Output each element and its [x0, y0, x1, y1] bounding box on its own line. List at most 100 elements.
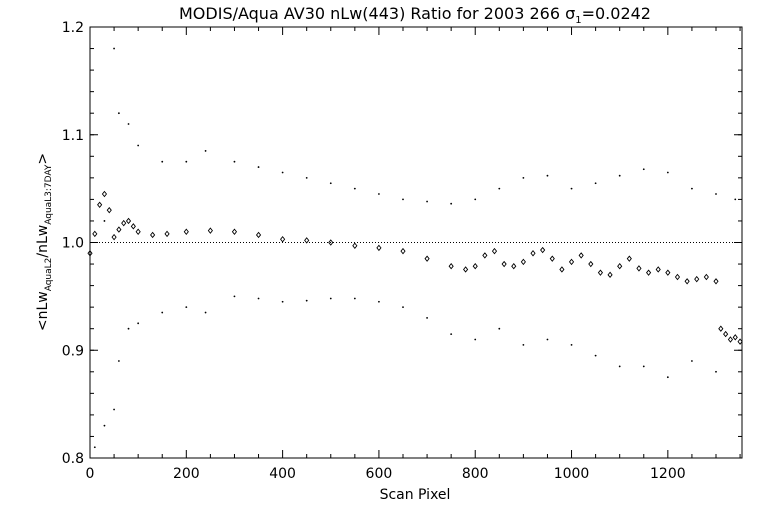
data-point [607, 271, 613, 279]
data-point [280, 236, 286, 243]
data-point [578, 252, 584, 259]
data-point [125, 217, 132, 225]
data-point [642, 168, 645, 171]
x-tick-label: 400 [269, 466, 296, 482]
data-point [113, 47, 115, 50]
data-point [594, 354, 597, 357]
data-point [498, 327, 501, 330]
data-point [588, 260, 594, 268]
x-tick-label: 1200 [650, 466, 686, 482]
data-point [93, 446, 96, 449]
data-point [448, 262, 454, 270]
data-point [101, 190, 108, 198]
data-point [111, 233, 117, 241]
data-point [530, 250, 536, 257]
data-point [666, 171, 669, 174]
data-point [718, 325, 724, 332]
data-point [92, 230, 98, 238]
x-tick-label: 1000 [554, 466, 590, 482]
data-point [426, 317, 428, 319]
series-mean-ratio [87, 190, 743, 345]
data-point [540, 246, 546, 254]
data-point [121, 219, 127, 227]
y-tick-label: 1.2 [62, 20, 84, 36]
data-point [559, 266, 565, 273]
data-point [352, 242, 358, 249]
y-tick-label: 0.9 [62, 343, 84, 359]
data-point [185, 160, 188, 163]
data-point [257, 166, 260, 168]
data-point [255, 231, 262, 239]
data-point [642, 365, 645, 368]
data-point [161, 311, 164, 314]
data-point [231, 228, 238, 235]
data-point [127, 123, 130, 125]
data-point [328, 239, 334, 246]
data-point [304, 237, 310, 244]
y-tick-label: 0.8 [62, 451, 84, 467]
data-point [498, 187, 501, 190]
data-point [570, 187, 573, 190]
data-point [424, 255, 430, 262]
data-point [691, 360, 693, 362]
data-point [135, 228, 141, 235]
data-point [723, 330, 729, 338]
data-point [402, 306, 404, 309]
data-point [103, 424, 106, 427]
data-point [684, 278, 690, 285]
data-point [150, 231, 156, 239]
data-point [400, 247, 406, 255]
data-point [737, 338, 743, 345]
data-point [482, 252, 488, 259]
data-point [570, 343, 573, 346]
data-point [501, 260, 507, 268]
data-point [715, 370, 717, 373]
data-series [87, 47, 743, 449]
data-point [305, 299, 308, 302]
data-point [97, 201, 103, 209]
x-axis-ticks: 0 200 400 600 800 1000 1200 [86, 27, 741, 482]
data-point [353, 297, 356, 300]
y-tick-label: 1.0 [62, 236, 84, 252]
y-axis-label: <nLwAquaL2/nLwAquaL3:7DAY> [35, 153, 54, 331]
data-point [713, 278, 719, 285]
x-tick-label: 0 [86, 466, 95, 482]
x-tick-label: 800 [462, 466, 489, 482]
data-point [546, 174, 549, 177]
data-point [137, 144, 140, 147]
data-point [376, 244, 382, 252]
series-upper-bound [103, 47, 737, 222]
data-point [734, 198, 737, 201]
y-axis-ticks: 0.8 0.9 1.0 1.1 1.2 [62, 20, 742, 467]
data-point [646, 269, 652, 276]
data-point [233, 295, 236, 298]
data-point [522, 176, 525, 179]
data-point [329, 182, 332, 185]
x-axis-label: Scan Pixel [380, 487, 451, 503]
data-point [204, 150, 207, 152]
data-point [520, 258, 526, 266]
data-point [474, 198, 477, 201]
data-point [666, 376, 669, 379]
data-point [185, 306, 188, 309]
data-point [618, 365, 621, 368]
data-point [137, 322, 140, 325]
data-point [546, 338, 549, 341]
data-point [597, 269, 604, 276]
data-point [691, 187, 693, 190]
data-point [233, 160, 236, 163]
data-point [106, 206, 112, 214]
y-tick-label: 1.1 [62, 128, 84, 144]
data-point [103, 220, 106, 222]
data-point [655, 266, 661, 273]
data-point [463, 266, 469, 273]
series-lower-bound [93, 295, 717, 449]
data-point [694, 275, 700, 283]
data-point [305, 176, 308, 179]
data-point [183, 228, 189, 235]
data-point [474, 338, 477, 341]
chart-title: MODIS/Aqua AV30 nLw(443) Ratio for 2003 … [179, 4, 651, 26]
data-point [87, 250, 93, 257]
data-point [116, 226, 122, 233]
